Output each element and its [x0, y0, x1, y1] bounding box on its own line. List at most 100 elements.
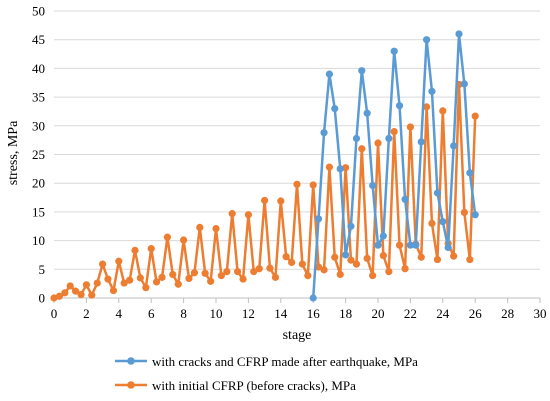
data-point-cracks: [401, 195, 409, 203]
data-point-initial: [212, 224, 220, 233]
y-tick-label: 25: [32, 147, 45, 162]
legend-marker-initial: [127, 381, 135, 389]
data-point-initial: [55, 292, 63, 300]
y-tick-label: 30: [32, 118, 45, 133]
x-tick-label: 8: [180, 306, 187, 321]
data-point-initial: [395, 241, 404, 249]
y-tick-label: 45: [32, 32, 45, 47]
x-tick-label: 26: [469, 306, 483, 321]
axis-layer: [53, 297, 541, 303]
data-point-initial: [233, 268, 242, 276]
data-point-initial: [423, 103, 431, 111]
data-point-cracks: [363, 109, 371, 117]
data-point-initial: [223, 268, 231, 276]
grid-layer: [54, 10, 540, 270]
data-point-cracks: [369, 181, 377, 190]
data-point-initial: [77, 290, 85, 299]
data-point-cracks: [347, 222, 355, 230]
data-point-initial: [244, 211, 252, 219]
data-point-initial: [266, 264, 274, 272]
data-point-initial: [304, 272, 312, 280]
y-tick-label: 10: [32, 233, 45, 248]
data-point-initial: [450, 252, 458, 260]
data-point-initial: [185, 274, 193, 283]
data-point-initial: [142, 284, 150, 292]
data-point-initial: [374, 139, 382, 147]
data-point-cracks: [428, 87, 436, 95]
series-line-initial: [53, 83, 477, 300]
data-point-initial: [314, 263, 323, 271]
data-point-cracks: [439, 218, 447, 226]
data-point-cracks: [455, 30, 463, 38]
data-point-initial: [352, 260, 361, 268]
data-point-initial: [439, 107, 447, 115]
x-axis-title: stage: [283, 328, 312, 343]
data-point-initial: [433, 255, 442, 264]
data-point-initial: [71, 287, 80, 295]
x-tick-label: 6: [148, 306, 155, 321]
x-tick-label: 20: [372, 306, 385, 321]
data-point-initial: [466, 255, 474, 264]
y-axis-title: stress, MPa: [6, 120, 21, 185]
data-point-initial: [239, 275, 247, 283]
data-point-initial: [358, 145, 366, 153]
y-tick-label: 20: [32, 176, 45, 191]
data-point-cracks: [406, 241, 414, 249]
data-point-initial: [66, 282, 74, 290]
data-point-cracks: [342, 251, 350, 259]
data-point-initial: [363, 254, 371, 262]
data-point-initial: [320, 266, 328, 274]
data-point-initial: [136, 274, 144, 282]
data-point-initial: [207, 277, 215, 285]
data-point-cracks: [336, 165, 344, 173]
x-tick-label: 30: [534, 306, 547, 321]
data-point-initial: [342, 164, 350, 172]
data-point-initial: [293, 180, 301, 188]
data-point-initial: [152, 278, 161, 286]
data-point-cracks: [433, 189, 442, 197]
data-point-initial: [369, 272, 377, 280]
data-point-initial: [61, 289, 69, 297]
x-tick-label: 22: [404, 306, 417, 321]
x-tick-label: 28: [501, 306, 514, 321]
data-point-initial: [401, 265, 409, 273]
data-point-initial: [261, 196, 269, 205]
data-point-initial: [277, 197, 285, 205]
data-point-initial: [131, 246, 139, 254]
data-point-initial: [126, 276, 134, 284]
x-tick-label: 16: [307, 306, 321, 321]
data-point-initial: [428, 219, 436, 227]
x-tick-label: 4: [116, 306, 123, 321]
series-layer: [50, 30, 479, 302]
data-point-initial: [250, 268, 258, 276]
data-point-initial: [180, 236, 188, 244]
data-point-cracks: [314, 215, 323, 223]
data-point-initial: [217, 272, 225, 280]
data-point-initial: [347, 256, 355, 264]
data-point-initial: [298, 260, 306, 268]
data-point-initial: [174, 280, 182, 288]
data-point-cracks: [325, 70, 333, 78]
data-point-initial: [99, 260, 107, 268]
data-point-cracks: [395, 102, 404, 110]
data-point-initial: [120, 279, 128, 287]
data-point-initial: [471, 112, 479, 120]
x-tick-label: 18: [339, 306, 352, 321]
data-point-initial: [115, 257, 123, 265]
legend-label-initial: with initial CFRP (before cracks), MPa: [152, 378, 356, 393]
data-point-cracks: [460, 80, 468, 88]
data-point-initial: [196, 223, 204, 231]
data-point-initial: [201, 269, 209, 277]
legend: with cracks and CFRP made after earthqua…: [115, 354, 418, 393]
data-point-initial: [109, 286, 118, 295]
data-point-initial: [331, 253, 339, 261]
x-tick-label: 10: [210, 306, 223, 321]
data-point-initial: [282, 253, 290, 261]
data-point-initial: [385, 268, 393, 276]
data-point-cracks: [444, 243, 452, 252]
data-point-cracks: [450, 142, 458, 150]
data-point-cracks: [309, 294, 317, 302]
data-point-initial: [93, 279, 101, 287]
